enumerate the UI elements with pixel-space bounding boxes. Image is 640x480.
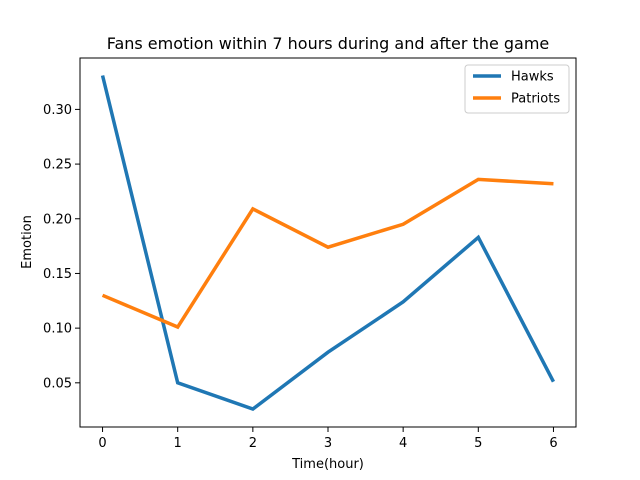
axes-spines bbox=[79, 57, 577, 428]
x-tick-label: 5 bbox=[474, 436, 482, 451]
y-tick-label: 0.15 bbox=[43, 267, 72, 282]
x-axis-ticks: 0 1 2 3 4 5 6 bbox=[98, 427, 558, 451]
legend: Hawks Patriots bbox=[464, 64, 570, 114]
x-tick-label: 3 bbox=[324, 436, 332, 451]
y-tick-label: 0.25 bbox=[43, 158, 72, 173]
series-line-patriots bbox=[101, 177, 554, 330]
plot-area bbox=[80, 58, 576, 427]
y-tick-label: 0.05 bbox=[43, 376, 72, 391]
series-line-hawks bbox=[100, 75, 556, 412]
y-tick-label: 0.20 bbox=[43, 212, 72, 227]
x-tick-label: 0 bbox=[98, 436, 106, 451]
x-tick-label: 6 bbox=[549, 436, 557, 451]
chart-title: Fans emotion within 7 hours during and a… bbox=[107, 34, 550, 53]
legend-label-hawks: Hawks bbox=[511, 70, 554, 85]
x-tick-label: 4 bbox=[399, 436, 407, 451]
y-axis-ticks: 0.05 0.10 0.15 0.20 0.25 0.30 bbox=[43, 103, 80, 391]
x-axis-label: Time(hour) bbox=[291, 457, 364, 472]
axes-frame bbox=[79, 57, 577, 428]
y-axis-label: Emotion bbox=[20, 215, 35, 269]
legend-label-patriots: Patriots bbox=[511, 92, 560, 107]
y-tick-label: 0.10 bbox=[43, 322, 72, 337]
x-tick-label: 2 bbox=[249, 436, 257, 451]
x-tick-label: 1 bbox=[174, 436, 182, 451]
y-tick-label: 0.30 bbox=[43, 103, 72, 118]
series-lines bbox=[100, 75, 556, 412]
